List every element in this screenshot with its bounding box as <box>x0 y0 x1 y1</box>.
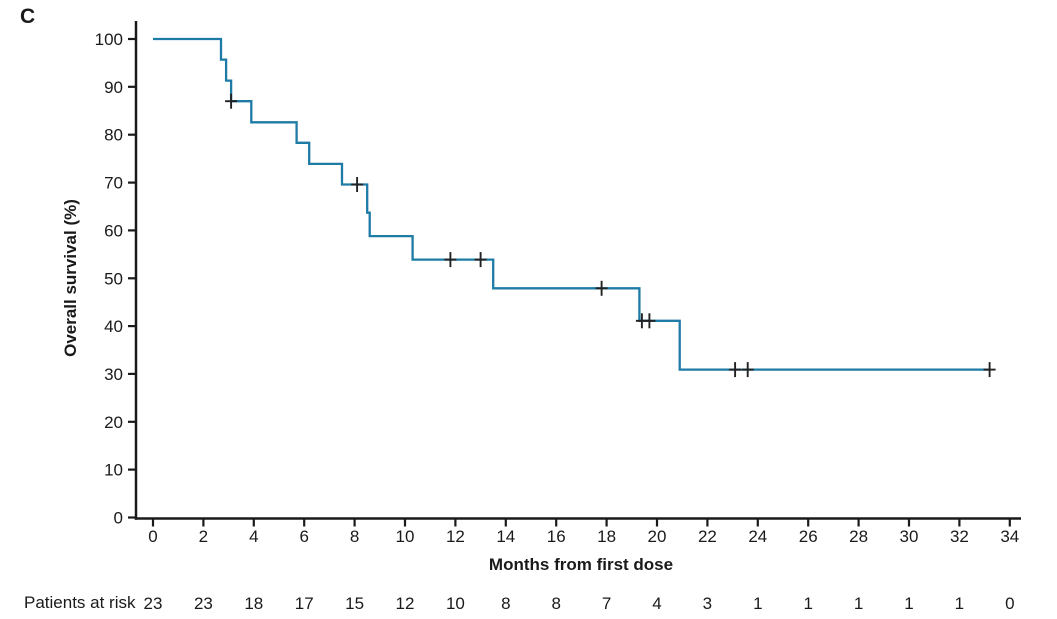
patients-at-risk-label: Patients at risk <box>24 593 136 612</box>
x-tick-label: 24 <box>748 527 767 546</box>
x-tick-label: 32 <box>950 527 969 546</box>
x-tick-label: 12 <box>446 527 465 546</box>
risk-count: 8 <box>551 594 560 613</box>
x-tick-label: 2 <box>199 527 208 546</box>
x-tick-label: 0 <box>148 527 157 546</box>
panel-label: C <box>20 5 36 28</box>
x-tick-label: 20 <box>648 527 667 546</box>
y-tick-label: 0 <box>114 509 123 528</box>
y-tick-label: 70 <box>104 174 123 193</box>
x-tick-label: 6 <box>299 527 308 546</box>
x-tick-label: 8 <box>350 527 359 546</box>
risk-count: 18 <box>244 594 263 613</box>
risk-count: 23 <box>194 594 213 613</box>
x-tick-label: 4 <box>249 527 258 546</box>
x-tick-label: 22 <box>698 527 717 546</box>
y-tick-label: 90 <box>104 78 123 97</box>
x-tick-label: 16 <box>547 527 566 546</box>
risk-count: 12 <box>396 594 415 613</box>
x-tick-label: 18 <box>597 527 616 546</box>
risk-count: 17 <box>295 594 314 613</box>
x-tick-label: 10 <box>396 527 415 546</box>
risk-count: 0 <box>1005 594 1014 613</box>
y-tick-label: 60 <box>104 221 123 240</box>
risk-count: 1 <box>803 594 812 613</box>
y-tick-label: 20 <box>104 413 123 432</box>
y-tick-label: 100 <box>95 30 123 49</box>
y-tick-label: 80 <box>104 126 123 145</box>
x-tick-label: 28 <box>849 527 868 546</box>
km-step-curve <box>153 37 990 371</box>
risk-count: 4 <box>652 594 661 613</box>
risk-count: 8 <box>501 594 510 613</box>
risk-count: 1 <box>854 594 863 613</box>
risk-count: 1 <box>904 594 913 613</box>
risk-count: 15 <box>345 594 364 613</box>
x-tick-label: 26 <box>799 527 818 546</box>
y-tick-label: 40 <box>104 317 123 336</box>
x-tick-label: 30 <box>900 527 919 546</box>
y-tick-label: 10 <box>104 461 123 480</box>
y-tick-label: 30 <box>104 365 123 384</box>
x-axis-title: Months from first dose <box>488 555 674 574</box>
x-tick-label: 34 <box>1000 527 1019 546</box>
risk-count: 3 <box>703 594 712 613</box>
y-tick-label: 50 <box>104 269 123 288</box>
risk-count: 1 <box>955 594 964 613</box>
risk-count: 10 <box>446 594 465 613</box>
x-tick-label: 14 <box>496 527 515 546</box>
risk-count: 1 <box>753 594 762 613</box>
risk-count: 7 <box>602 594 611 613</box>
risk-count: 23 <box>144 594 163 613</box>
